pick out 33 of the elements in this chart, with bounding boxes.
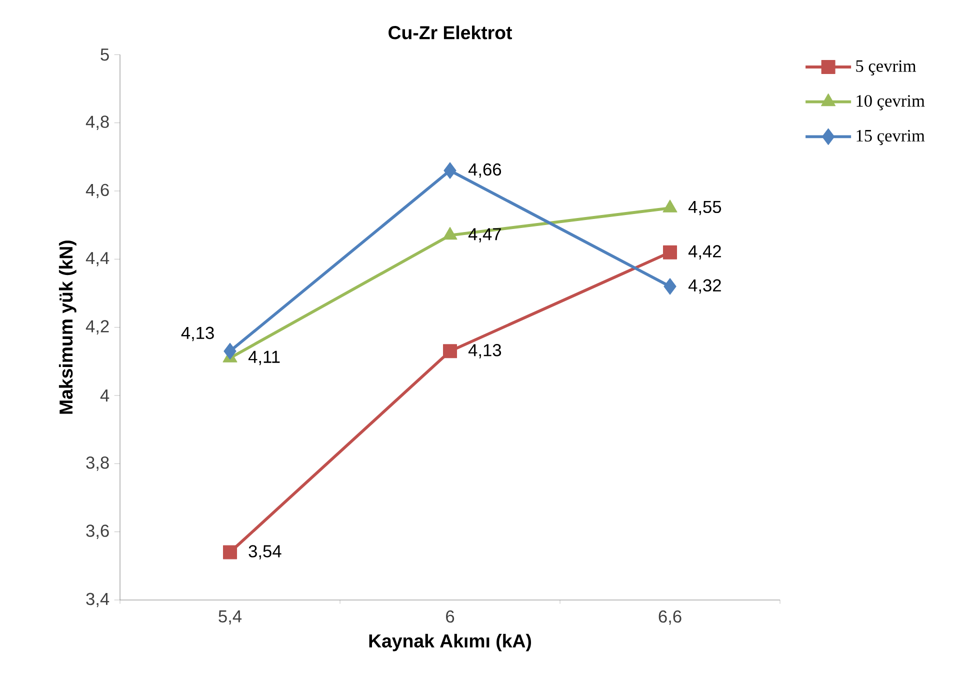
point [224,342,236,360]
legend-label: 5 çevrim [856,60,916,76]
y-tick-label: 4,6 [86,184,109,198]
legend-label: 15 çevrim [856,130,925,146]
data-label: 4,13 [468,344,502,358]
data-label: 4,66 [468,163,502,178]
point [663,245,678,260]
y-tick-label: 3,4 [86,592,110,608]
data-label: 3,54 [248,545,282,560]
x-tick-label: 5,4 [218,610,242,625]
point [223,545,238,560]
point [443,344,458,358]
y-tick-label: 4 [100,390,110,402]
y-tick-label: 5 [100,48,109,61]
y-tick-label: 3,6 [86,524,109,539]
y-tick-label: 4,2 [86,320,109,334]
legend-label: 10 çevrim [856,95,925,110]
x-axis-title: Kaynak Akımı (kA) [369,634,531,652]
x-tick-label: 6,6 [658,610,682,625]
chart-title: Cu-Zr Elektrot [388,26,512,40]
data-label: 4,47 [468,228,501,242]
data-label: 4,32 [688,279,721,294]
x-tick-label: 6 [446,610,454,623]
data-label: 4,13 [181,326,214,342]
data-label: 4,42 [688,245,721,260]
y-tick-label: 4,8 [86,116,109,130]
data-label: 4,11 [248,350,280,366]
y-axis-title: Maksimum yük (kN) [58,240,76,414]
point [664,278,676,295]
y-tick-label: 3,8 [86,456,109,471]
y-tick-label: 4,4 [86,252,110,266]
point [444,162,456,179]
data-label: 4,55 [688,200,722,216]
